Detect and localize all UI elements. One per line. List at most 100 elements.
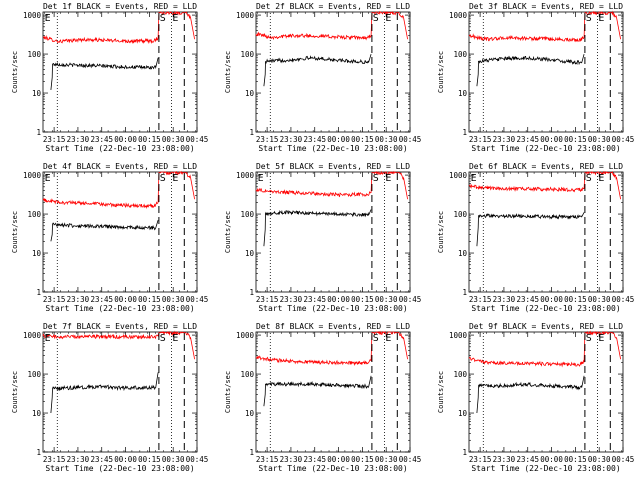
x-tick-label: 23:30	[493, 295, 516, 304]
x-axis-label: Start Time (22-Dec-10 23:08:00)	[45, 144, 194, 153]
detector-panel-9: Det 9f BLACK = Events, RED = LLD 1 10 100 10…	[437, 322, 634, 473]
x-tick-label: 00:45	[399, 455, 422, 464]
series-line-1	[468, 10, 621, 43]
y-tick-label: 1000	[236, 331, 255, 340]
x-tick-label: 23:45	[516, 135, 539, 144]
x-tick-label: 23:30	[493, 455, 516, 464]
event-marker: S	[586, 173, 592, 184]
event-marker: E	[385, 173, 391, 184]
y-tick-label: 10	[458, 249, 468, 258]
x-tick-label: 00:45	[399, 135, 422, 144]
x-tick-label: 23:15	[43, 295, 66, 304]
series-line-2	[50, 372, 159, 414]
detector-panel-5: Det 5f BLACK = Events, RED = LLD 1 10 100 10…	[224, 162, 421, 313]
panel-title: Det 5f BLACK = Events, RED = LLD	[256, 162, 410, 171]
y-tick-label: 1000	[449, 11, 468, 20]
series-line-2	[50, 219, 159, 242]
x-tick-label: 00:00	[114, 295, 137, 304]
y-axis-label: Counts/sec	[11, 211, 19, 253]
panel-title: Det 7f BLACK = Events, RED = LLD	[43, 322, 197, 331]
plot-frame	[468, 331, 624, 453]
x-tick-label: 00:15	[564, 455, 587, 464]
series-line-1	[255, 330, 408, 366]
y-tick-label: 1000	[23, 171, 42, 180]
x-axis-label: Start Time (22-Dec-10 23:08:00)	[258, 464, 407, 473]
detector-panel-1: Det 1f BLACK = Events, RED = LLD 1 10 100 10…	[11, 2, 208, 153]
y-tick-label: 1	[36, 128, 41, 137]
plot-frame	[42, 171, 198, 293]
y-tick-label: 1000	[23, 11, 42, 20]
y-tick-label: 10	[245, 249, 255, 258]
y-tick-label: 100	[27, 50, 41, 59]
x-tick-label: 00:15	[351, 455, 374, 464]
y-tick-label: 1	[249, 128, 254, 137]
x-axis-label: Start Time (22-Dec-10 23:08:00)	[258, 304, 407, 313]
x-axis-label: Start Time (22-Dec-10 23:08:00)	[471, 144, 620, 153]
panel-title: Det 1f BLACK = Events, RED = LLD	[43, 2, 197, 11]
x-tick-label: 00:30	[588, 135, 611, 144]
y-tick-label: 1000	[449, 331, 468, 340]
x-tick-label: 23:30	[67, 455, 90, 464]
series-line-1	[468, 170, 621, 200]
y-tick-label: 1	[249, 448, 254, 457]
x-tick-label: 00:30	[162, 135, 185, 144]
y-tick-label: 1	[36, 448, 41, 457]
x-tick-label: 23:15	[43, 455, 66, 464]
x-tick-label: 23:45	[90, 135, 113, 144]
event-marker: S	[160, 173, 166, 184]
series-line-1	[42, 330, 195, 360]
event-marker: E	[45, 173, 51, 184]
y-tick-label: 100	[27, 370, 41, 379]
event-marker: S	[586, 333, 592, 344]
x-tick-label: 23:15	[469, 295, 492, 304]
x-tick-label: 23:15	[256, 295, 279, 304]
event-marker: S	[160, 13, 166, 24]
series-line-1	[255, 170, 408, 200]
y-tick-label: 1	[462, 128, 467, 137]
event-marker: E	[45, 333, 51, 344]
y-axis-label: Counts/sec	[437, 211, 445, 253]
panel-title: Det 3f BLACK = Events, RED = LLD	[469, 2, 623, 11]
x-tick-label: 23:30	[280, 455, 303, 464]
series-line-2	[476, 212, 585, 247]
x-tick-label: 23:30	[67, 135, 90, 144]
x-tick-label: 23:15	[256, 455, 279, 464]
y-tick-label: 1000	[449, 171, 468, 180]
event-marker: E	[598, 333, 604, 344]
y-tick-label: 10	[32, 249, 42, 258]
detector-panel-4: Det 4f BLACK = Events, RED = LLD 1 10 100 10…	[11, 162, 208, 313]
x-tick-label: 00:30	[375, 295, 398, 304]
panel-title: Det 4f BLACK = Events, RED = LLD	[43, 162, 197, 171]
series-line-1	[42, 170, 195, 209]
event-marker: S	[586, 13, 592, 24]
panel-title: Det 9f BLACK = Events, RED = LLD	[469, 322, 623, 331]
y-tick-label: 10	[32, 409, 42, 418]
event-marker: E	[258, 173, 264, 184]
x-tick-label: 23:30	[67, 295, 90, 304]
x-tick-label: 00:30	[588, 455, 611, 464]
detector-panel-8: Det 8f BLACK = Events, RED = LLD 1 10 100 10…	[224, 322, 421, 473]
x-tick-label: 00:00	[114, 135, 137, 144]
x-tick-label: 00:15	[138, 455, 161, 464]
x-tick-label: 00:30	[375, 455, 398, 464]
x-tick-label: 23:45	[303, 455, 326, 464]
panel-title: Det 8f BLACK = Events, RED = LLD	[256, 322, 410, 331]
x-tick-label: 23:30	[280, 135, 303, 144]
y-tick-label: 1000	[23, 331, 42, 340]
y-tick-label: 1	[462, 288, 467, 297]
y-tick-label: 1	[36, 288, 41, 297]
x-tick-label: 00:45	[186, 455, 209, 464]
x-tick-label: 23:45	[90, 455, 113, 464]
y-tick-label: 100	[453, 210, 467, 219]
y-axis-label: Counts/sec	[437, 51, 445, 93]
event-marker: E	[385, 13, 391, 24]
plot-frame	[468, 171, 624, 293]
y-axis-label: Counts/sec	[224, 371, 232, 413]
event-marker: S	[160, 333, 166, 344]
x-tick-label: 00:15	[351, 135, 374, 144]
x-tick-label: 00:15	[564, 135, 587, 144]
x-tick-label: 23:15	[256, 135, 279, 144]
x-tick-label: 00:00	[540, 135, 563, 144]
event-marker: E	[172, 13, 178, 24]
